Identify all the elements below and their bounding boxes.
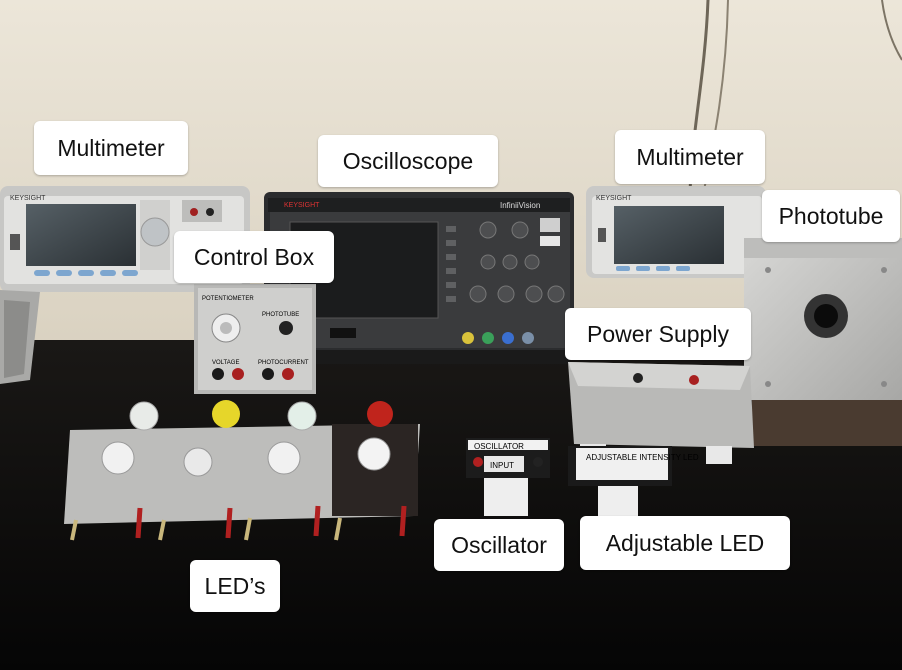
keysight-left: KEYSIGHT <box>10 195 46 202</box>
label-adjustable-led: Adjustable LED <box>580 516 790 570</box>
oscillator-top-text: OSCILLATOR <box>474 442 524 451</box>
cb-phototube-text: PHOTOTUBE <box>262 312 299 318</box>
oscillator-device <box>466 438 550 516</box>
infinivision-text: InfiniiVision <box>500 201 540 210</box>
adjustable-led-device <box>568 446 672 518</box>
label-phototube: Phototube <box>762 190 900 242</box>
multimeter-left <box>0 186 250 384</box>
adjustable-intensity-text: ADJUSTABLE INTENSITY LED <box>586 453 699 462</box>
label-multimeter-right: Multimeter <box>615 130 765 184</box>
oscilloscope-device <box>264 192 574 364</box>
control-box-device <box>194 284 316 394</box>
label-oscillator: Oscillator <box>434 519 564 571</box>
oscillator-input-text: INPUT <box>490 461 514 470</box>
cb-photocurrent-text: PHOTOCURRENT <box>258 360 309 366</box>
cb-potentiometer-text: POTENTIOMETER <box>202 296 254 302</box>
keysight-right: KEYSIGHT <box>596 195 632 202</box>
multimeter-left-screen <box>26 204 136 266</box>
multimeter-right <box>586 186 766 278</box>
multimeter-right-screen <box>614 206 724 264</box>
label-power-supply: Power Supply <box>565 308 751 360</box>
label-multimeter-left: Multimeter <box>34 121 188 175</box>
cb-voltage-text: VOLTAGE <box>212 360 239 366</box>
phototube-device <box>744 238 902 446</box>
led-boards <box>64 400 420 541</box>
label-oscilloscope: Oscilloscope <box>318 135 498 187</box>
label-control-box: Control Box <box>174 231 334 283</box>
keysight-scope: KEYSIGHT <box>284 202 320 209</box>
label-leds: LED’s <box>190 560 280 612</box>
